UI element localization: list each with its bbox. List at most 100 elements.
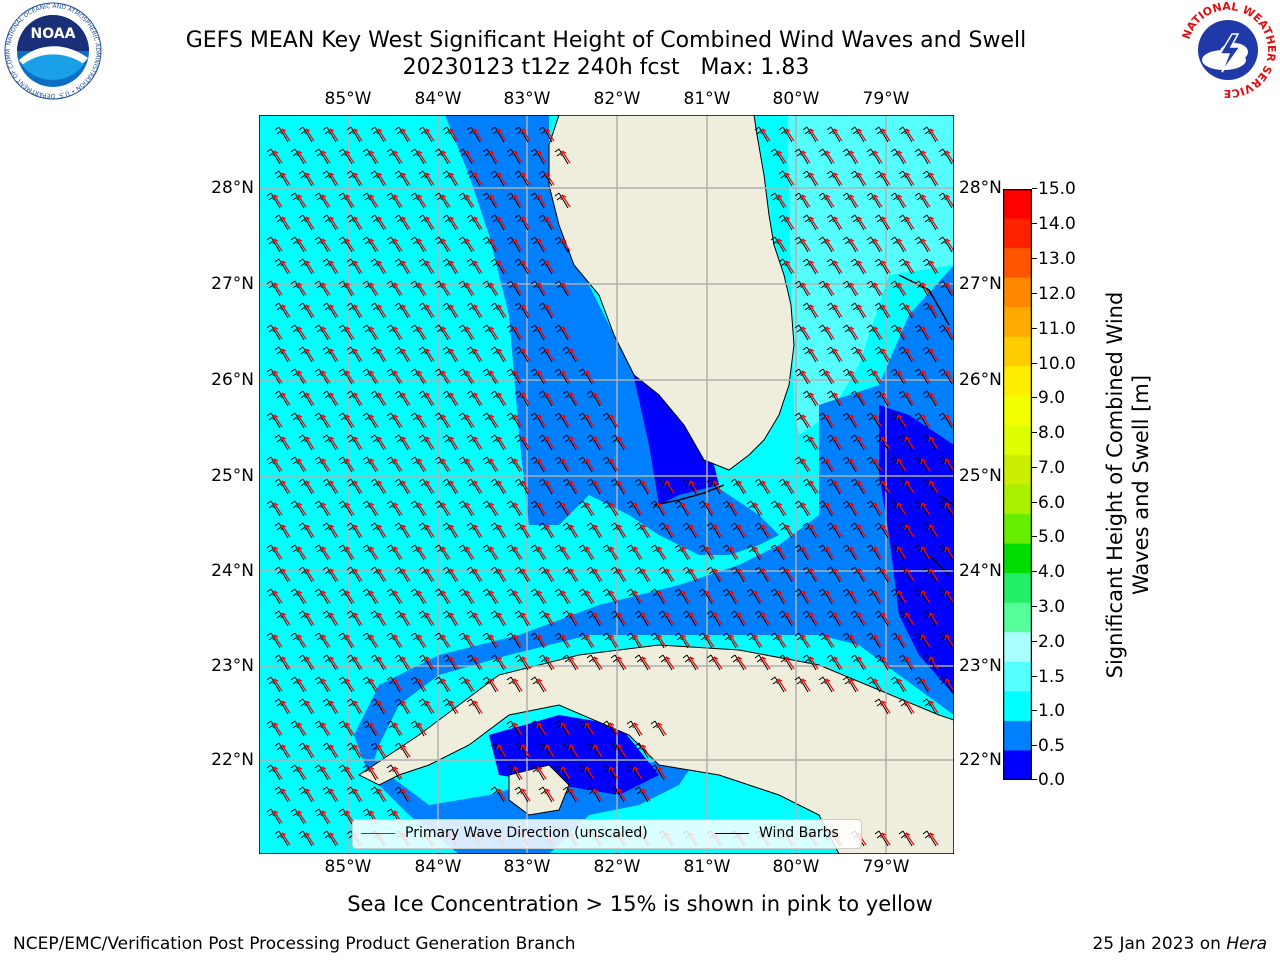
wind-barb <box>442 434 457 451</box>
colorbar-tick-label: 5.0 <box>1031 527 1066 547</box>
wave-direction-arrow <box>272 370 283 384</box>
colorbar-tick-label: 12.0 <box>1032 284 1076 304</box>
wind-barb <box>826 170 841 187</box>
wave-direction-arrow <box>896 194 907 208</box>
wave-direction-arrow <box>808 392 819 406</box>
wind-barb <box>874 434 889 451</box>
wind-barb <box>698 544 713 561</box>
wind-barb <box>394 742 409 759</box>
wind-barb <box>722 544 737 561</box>
wind-barb <box>802 434 817 451</box>
wave-direction-arrow <box>424 128 435 142</box>
wind-barb <box>698 632 713 649</box>
wave-direction-arrow <box>944 502 954 516</box>
wind-barb <box>826 654 841 671</box>
wind-barb <box>922 478 937 495</box>
wave-direction-arrow <box>824 414 835 428</box>
wind-barb <box>490 610 505 627</box>
wind-barb <box>554 280 569 297</box>
wave-direction-arrow <box>416 678 427 692</box>
wind-barb <box>938 676 953 693</box>
wave-direction-arrow <box>280 348 291 362</box>
wave-direction-arrow <box>496 392 507 406</box>
wind-barb <box>626 500 641 517</box>
lon-label-bottom: 81°W <box>683 857 731 877</box>
wind-barb <box>898 698 913 715</box>
wind-barb <box>298 214 313 231</box>
wave-direction-arrow <box>392 414 403 428</box>
colorbar-tick-label: 1.5 <box>1031 667 1066 687</box>
wind-barb <box>434 236 449 253</box>
wind-barb <box>898 346 913 363</box>
colorbar-tick-label: 11.0 <box>1032 319 1076 339</box>
wave-direction-arrow <box>464 326 475 340</box>
wind-barb <box>530 544 545 561</box>
wind-barb <box>938 368 953 385</box>
wind-barb <box>562 566 577 583</box>
wind-barb <box>530 764 545 781</box>
wave-direction-arrow <box>440 678 451 692</box>
wave-direction-arrow <box>560 194 571 208</box>
lat-label-right: 26°N <box>959 370 1002 390</box>
wave-direction-arrow <box>832 216 843 230</box>
wave-direction-arrow <box>736 612 747 626</box>
wave-direction-arrow <box>880 392 891 406</box>
wind-barb <box>658 566 673 583</box>
wind-barb <box>386 676 401 693</box>
wave-direction-arrow <box>424 656 435 670</box>
wave-direction-arrow <box>592 568 603 582</box>
wave-direction-arrow <box>272 150 283 164</box>
wind-barb <box>650 500 665 517</box>
wind-barb <box>850 126 865 143</box>
wind-barb <box>298 742 313 759</box>
wave-direction-arrow <box>328 480 339 494</box>
legend-wave-label: Primary Wave Direction (unscaled) <box>405 825 648 841</box>
wind-barb <box>938 456 953 473</box>
wind-barb <box>554 192 569 209</box>
wind-barb <box>418 170 433 187</box>
wave-direction-arrow <box>320 634 331 648</box>
wind-barb <box>562 742 577 759</box>
wave-direction-arrow <box>856 656 867 670</box>
wind-barb <box>466 258 481 275</box>
wave-direction-arrow <box>472 304 483 318</box>
wind-barb <box>530 456 545 473</box>
wind-barb <box>730 566 745 583</box>
wave-direction-arrow <box>824 326 835 340</box>
wind-barb <box>338 588 353 605</box>
wave-direction-arrow <box>832 436 843 450</box>
wave-direction-arrow <box>424 568 435 582</box>
wave-direction-arrow <box>848 150 859 164</box>
wind-barb <box>458 236 473 253</box>
wind-barb <box>394 610 409 627</box>
colorbar-tick-label: 7.0 <box>1031 458 1066 478</box>
wave-direction-arrow <box>328 304 339 318</box>
wind-barb <box>578 544 593 561</box>
colorbar-segment <box>1003 632 1032 663</box>
wave-direction-arrow <box>424 216 435 230</box>
wind-barb <box>874 478 889 495</box>
wind-barb <box>794 500 809 517</box>
wave-direction-arrow <box>920 502 931 516</box>
wind-barb <box>418 654 433 671</box>
wave-direction-arrow <box>440 370 451 384</box>
credit-date-text: 25 Jan 2023 on <box>1092 934 1227 954</box>
wind-barb <box>634 742 649 759</box>
wave-height-band-0.5-1.0 <box>445 115 779 555</box>
wind-barb <box>802 478 817 495</box>
wave-direction-arrow <box>856 392 867 406</box>
wind-barb <box>442 698 457 715</box>
wave-direction-arrow <box>304 392 315 406</box>
wind-barb <box>554 456 569 473</box>
wind-barb <box>914 456 929 473</box>
wave-direction-arrow <box>824 150 835 164</box>
wave-direction-arrow <box>928 612 939 626</box>
wind-barb <box>482 324 497 341</box>
wave-direction-arrow <box>368 150 379 164</box>
wave-direction-arrow <box>464 590 475 604</box>
wave-direction-arrow <box>904 128 915 142</box>
wind-barb <box>386 324 401 341</box>
wind-barb <box>386 412 401 429</box>
wind-barb <box>586 566 601 583</box>
wave-direction-arrow <box>488 150 499 164</box>
